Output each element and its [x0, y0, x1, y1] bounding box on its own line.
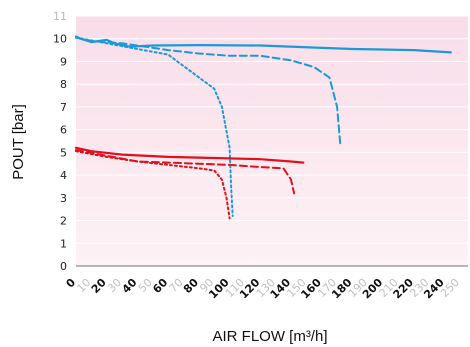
- x-tick-labels: 0102030405060708090100110120130140150160…: [64, 276, 463, 302]
- series-line-blue-dashdot: [75, 36, 234, 217]
- y-tick-label: 8: [60, 78, 67, 91]
- plot-background: [76, 16, 468, 266]
- series-line-blue-dashed: [75, 36, 342, 145]
- y-tick-label: 3: [60, 192, 67, 205]
- y-axis-label: POUT [bar]: [10, 104, 27, 180]
- y-tick-labels: 0 1 2 3 4 5 6 7 8 9 10 11: [53, 10, 67, 273]
- y-tick-label: 6: [60, 124, 67, 137]
- series-line-red-dashdot: [75, 150, 231, 220]
- x-tick-label: 250: [438, 276, 462, 300]
- y-tick-label: 11: [53, 10, 67, 23]
- y-tick-label: 2: [60, 215, 67, 228]
- grid-lines: [76, 15, 468, 267]
- y-tick-label: 10: [53, 33, 67, 46]
- y-tick-label: 4: [60, 169, 67, 182]
- y-tick-label: 9: [60, 55, 67, 68]
- y-tick-label: 5: [60, 146, 67, 159]
- series-lines: [74, 35, 452, 220]
- y-tick-label: 0: [60, 260, 67, 273]
- y-tick-label: 1: [60, 237, 67, 250]
- x-axis-label: AIR FLOW [m³/h]: [212, 328, 327, 345]
- series-line-red-solid: [74, 146, 305, 164]
- y-tick-label: 7: [60, 101, 67, 114]
